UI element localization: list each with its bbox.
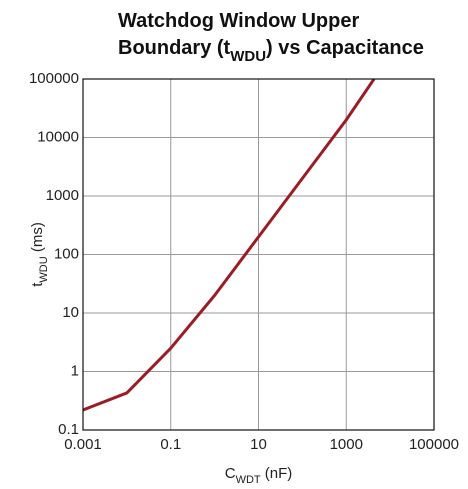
y-tick-label: 1 xyxy=(71,362,79,379)
x-tick-label: 1000 xyxy=(330,436,363,453)
x-axis-label-part: C xyxy=(225,465,236,482)
chart-title: Watchdog Window Upper xyxy=(118,10,359,32)
chart-title-part: Boundary (t xyxy=(118,37,231,59)
chart-title-part: ) vs Capacitance xyxy=(266,37,424,59)
y-axis-label-part: WDU xyxy=(38,256,50,282)
chart-title-part: WDU xyxy=(230,48,266,65)
y-axis-label-part: t xyxy=(29,282,46,287)
y-tick-label: 100 xyxy=(54,245,79,262)
x-axis-label: CWDT (nF) xyxy=(225,465,293,486)
y-tick-label: 10000 xyxy=(37,128,79,145)
chart-title: Boundary (tWDU) vs Capacitance xyxy=(118,37,424,65)
plot-frame xyxy=(82,78,435,431)
y-tick-label: 1000 xyxy=(46,187,79,204)
x-tick-label: 10 xyxy=(250,436,267,453)
data-line xyxy=(83,79,376,412)
y-axis-label: tWDU (ms) xyxy=(29,222,50,287)
y-tick-label: 10 xyxy=(62,304,79,321)
x-tick-label: 0.001 xyxy=(64,436,102,453)
x-tick-label: 0.1 xyxy=(160,436,181,453)
x-axis-label-part: (nF) xyxy=(261,465,293,482)
y-axis-label-part: (ms) xyxy=(29,222,46,256)
x-axis-label-part: WDT xyxy=(236,474,261,486)
y-tick-label: 0.1 xyxy=(58,421,79,438)
x-tick-label: 100000 xyxy=(409,436,459,453)
chart-title-part: Watchdog Window Upper xyxy=(118,10,359,32)
y-tick-label: 100000 xyxy=(29,70,79,87)
